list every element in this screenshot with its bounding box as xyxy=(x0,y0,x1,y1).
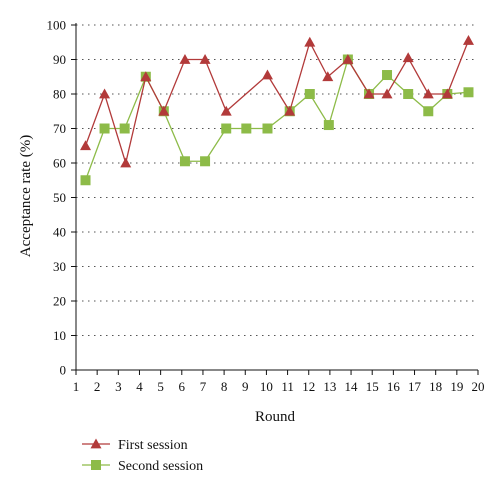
data-point-triangle xyxy=(158,105,170,116)
x-tick-label: 5 xyxy=(157,379,164,394)
data-point-triangle xyxy=(80,140,92,151)
legend-label-second-session: Second session xyxy=(118,459,203,474)
legend-item-first-session: First session xyxy=(82,438,188,453)
x-tick-label: 8 xyxy=(221,379,228,394)
data-point-square xyxy=(99,123,110,134)
x-tick-label: 10 xyxy=(260,379,273,394)
x-tick-label: 4 xyxy=(136,379,143,394)
legend-item-second-session: Second session xyxy=(82,459,203,474)
data-point-triangle xyxy=(120,157,132,168)
y-tick-label: 80 xyxy=(53,87,66,102)
data-point-triangle xyxy=(441,88,453,99)
data-point-square xyxy=(80,175,91,186)
data-point-triangle xyxy=(220,105,232,116)
series-layer xyxy=(80,35,474,186)
x-tick-label: 13 xyxy=(323,379,336,394)
y-axis-label: Acceptance rate (%) xyxy=(18,135,34,257)
data-point-triangle xyxy=(462,35,474,45)
x-tick-label: 14 xyxy=(345,379,359,394)
data-point-square xyxy=(179,156,190,167)
y-tick-label: 60 xyxy=(53,156,66,171)
data-point-square xyxy=(463,87,474,98)
grid-lines xyxy=(76,24,478,336)
data-point-square xyxy=(403,89,414,99)
data-point-square xyxy=(382,70,393,81)
data-point-square xyxy=(119,123,130,134)
data-point-square xyxy=(200,156,211,167)
x-tick-label: 17 xyxy=(408,379,422,394)
x-tick-label: 18 xyxy=(429,379,442,394)
data-point-triangle xyxy=(304,36,316,47)
y-tick-label: 100 xyxy=(47,18,67,33)
data-point-triangle xyxy=(199,54,211,64)
x-tick-labels: 1 2 3 4 5 6 7 8 9 10 11 12 13 14 15 16 17 18 19 20 xyxy=(73,379,485,394)
x-tick-label: 12 xyxy=(302,379,315,394)
data-point-triangle xyxy=(363,88,375,99)
data-point-square xyxy=(423,106,434,117)
x-tick-label: 15 xyxy=(366,379,379,394)
y-tick-label: 20 xyxy=(53,294,66,309)
y-tick-label: 30 xyxy=(53,259,66,274)
y-tick-label: 10 xyxy=(53,328,66,343)
series-second-session xyxy=(80,54,474,186)
x-tick-label: 19 xyxy=(450,379,463,394)
x-tick-label: 2 xyxy=(94,379,101,394)
y-tick-label: 70 xyxy=(53,121,66,136)
data-point-triangle xyxy=(381,88,393,99)
data-point-triangle xyxy=(261,69,273,80)
x-tick-label: 20 xyxy=(472,379,485,394)
data-point-triangle xyxy=(422,88,434,99)
x-tick-label: 9 xyxy=(242,379,249,394)
axes xyxy=(71,23,479,375)
y-tick-labels: 0 10 20 30 40 50 60 70 80 90 100 xyxy=(47,18,67,378)
data-point-square xyxy=(304,89,315,99)
series-first-session xyxy=(80,35,474,168)
y-tick-label: 50 xyxy=(53,190,66,205)
x-tick-label: 11 xyxy=(281,379,294,394)
data-point-triangle xyxy=(140,71,152,82)
data-point-triangle xyxy=(322,71,334,82)
legend-marker-second-session xyxy=(91,460,101,470)
data-point-triangle xyxy=(402,52,414,63)
y-tick-label: 40 xyxy=(53,225,66,240)
data-point-triangle xyxy=(99,88,111,99)
x-tick-label: 7 xyxy=(200,379,207,394)
data-point-triangle xyxy=(284,105,296,116)
data-point-square xyxy=(262,123,273,134)
data-point-triangle xyxy=(342,54,354,64)
y-tick-label: 0 xyxy=(60,363,67,378)
x-axis-label: Round xyxy=(255,409,296,425)
legend: First session Second session xyxy=(82,438,203,474)
y-tick-label: 90 xyxy=(53,52,66,67)
x-tick-label: 1 xyxy=(73,379,80,394)
data-point-square xyxy=(241,123,252,134)
data-point-triangle xyxy=(179,54,191,64)
x-tick-label: 16 xyxy=(387,379,401,394)
data-point-square xyxy=(221,123,232,134)
legend-marker-first-session xyxy=(90,438,102,449)
x-tick-label: 3 xyxy=(115,379,122,394)
x-tick-label: 6 xyxy=(179,379,186,394)
legend-label-first-session: First session xyxy=(118,438,188,453)
data-point-square xyxy=(323,120,334,131)
